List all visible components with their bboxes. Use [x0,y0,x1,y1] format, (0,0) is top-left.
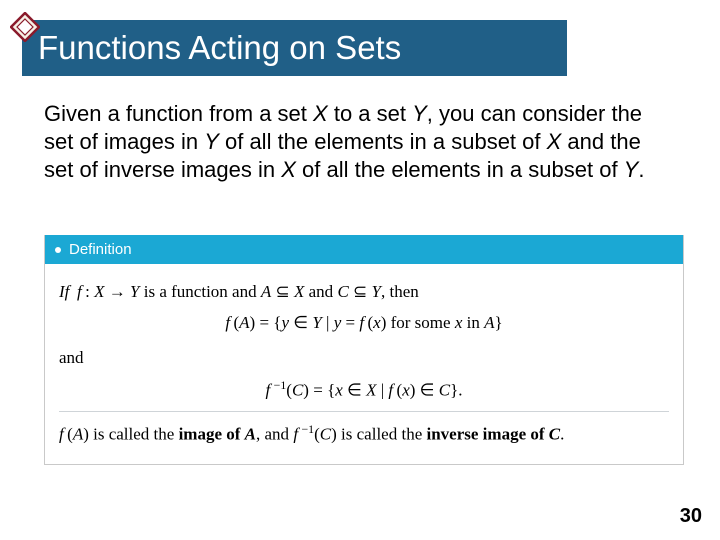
bullet-icon [55,247,61,253]
definition-divider [59,411,669,412]
slide: Functions Acting on Sets Given a functio… [0,0,720,540]
body-text-var: Y [204,129,219,154]
body-paragraph: Given a function from a set X to a set Y… [44,100,664,184]
body-text-var: Y [412,101,427,126]
definition-and: and [59,344,669,371]
body-text-frag: of all the elements in a subset of [219,129,547,154]
definition-header-label: Definition [69,241,132,258]
definition-line-2: f (A) is called the image of A, and f −1… [59,420,669,448]
body-text-frag: . [638,157,644,182]
body-text-var: Y [624,157,639,182]
page-number: 30 [680,505,702,528]
definition-header: Definition [45,235,683,264]
body-text-frag: to a set [328,101,412,126]
definition-line-1: If f : X → Y is a function and A ⊆ X and… [59,278,669,305]
body-text-var: X [313,101,328,126]
definition-box: Definition If f : X → Y is a function an… [44,235,684,465]
slide-title: Functions Acting on Sets [38,29,401,67]
diamond-bullet-icon [10,12,40,42]
body-text-var: X [547,129,562,154]
body-text-frag: Given a function from a set [44,101,313,126]
body-text-frag: of all the elements in a subset of [296,157,624,182]
definition-eq-1: f (A) = {y ∈ Y | y = f (x) for some x in… [59,309,669,336]
definition-body: If f : X → Y is a function and A ⊆ X and… [45,264,683,464]
body-text-var: X [281,157,296,182]
title-bar: Functions Acting on Sets [22,20,567,76]
definition-eq-2: f −1(C) = {x ∈ X | f (x) ∈ C}. [59,376,669,404]
